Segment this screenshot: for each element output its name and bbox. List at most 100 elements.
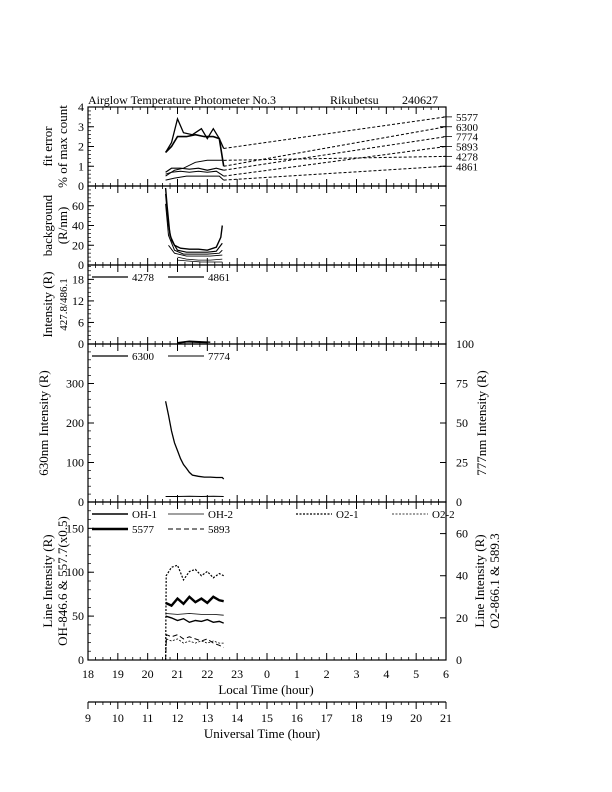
- y-tick-label: 200: [66, 416, 84, 430]
- series-line-5577: [165, 595, 224, 608]
- series-line-1: [164, 187, 223, 251]
- legend-label-4278: 4278: [132, 272, 155, 284]
- y-tick-label: 6: [78, 315, 84, 329]
- local-time-tick-label: 0: [264, 667, 270, 681]
- y-right-tick-label: 25: [456, 456, 468, 470]
- ut-tick-label: 19: [380, 711, 392, 725]
- series-tail-5893: [223, 146, 446, 177]
- y-tick-label: 40: [72, 219, 84, 233]
- series-group: [165, 564, 224, 660]
- y-right-tick-label: 75: [456, 377, 468, 391]
- series-line-5: [177, 256, 223, 261]
- title-date: 240627: [402, 93, 438, 107]
- ut-tick-label: 10: [112, 711, 124, 725]
- y-tick-label: 0: [78, 495, 84, 509]
- local-time-tick-label: 6: [443, 667, 449, 681]
- ut-tick-label: 18: [351, 711, 363, 725]
- legend-label-OH-1: OH-1: [132, 509, 157, 521]
- series-group: [177, 340, 211, 344]
- y-tick-label: 100: [66, 565, 84, 579]
- legend-label-OH-2: OH-2: [208, 509, 233, 521]
- universal-time-axis-label: Universal Time (hour): [204, 726, 320, 741]
- panel-blue: 0 6 12 18 Intensity (R) 427.8/486.1 4278 4861: [40, 264, 447, 351]
- series-tail-7774: [223, 136, 446, 171]
- y-axis-label-sub: (R/nm): [55, 207, 70, 245]
- series-line-5893: [165, 170, 224, 177]
- y-tick-label: 18: [72, 272, 84, 286]
- legend-label-5893: 5893: [208, 524, 231, 536]
- series-tail-5577: [223, 116, 446, 149]
- legend-label-7774: 7774: [208, 351, 231, 363]
- series-line-7774: [165, 167, 224, 173]
- panel-bg: 0 20 40 60 background (R/nm): [40, 185, 447, 272]
- series-label-4861: 4861: [456, 161, 478, 173]
- y-right-tick-label: 50: [456, 416, 468, 430]
- series-tail-4278: [223, 155, 446, 161]
- panel-frame: [87, 185, 447, 266]
- local-time-tick-label: 2: [324, 667, 330, 681]
- series-line-4278: [165, 159, 224, 177]
- y-axis-label-sub: % of max count: [55, 105, 70, 188]
- panel-frame: [87, 106, 447, 187]
- panel-fit: 0 1 2 3 4 fit error% of max count 557763007774…: [40, 100, 479, 193]
- y-tick-label: 0: [78, 258, 84, 272]
- series-line-6300: [165, 133, 225, 167]
- universal-time-axis: Universal Time (hour) 9 10 11 12 13 14 15 16 17 1…: [85, 701, 452, 741]
- ut-tick-label: 15: [261, 711, 273, 725]
- y-axis-label: fit error: [40, 126, 55, 167]
- y-tick-label: 100: [66, 456, 84, 470]
- y-right-tick-label: 40: [456, 569, 468, 583]
- local-time-axis-label: Local Time (hour): [218, 682, 313, 697]
- series-line-4861: [177, 340, 211, 344]
- series-line-4861: [165, 175, 225, 181]
- ut-tick-label: 13: [201, 711, 213, 725]
- legend-label-O2-1: O2-1: [336, 509, 359, 521]
- figure-title: Airglow Temperature Photometer No.3 Riku…: [88, 93, 438, 107]
- series-line-O2-1: [165, 564, 224, 660]
- series-line-3: [165, 203, 223, 255]
- y-tick-label: 60: [72, 199, 84, 213]
- y-tick-label: 2: [78, 140, 84, 154]
- series-line-OH-2: [165, 613, 224, 616]
- local-time-tick-label: 18: [82, 667, 94, 681]
- y-tick-label: 150: [66, 521, 84, 535]
- y-tick-label: 3: [78, 120, 84, 134]
- ut-tick-label: 21: [440, 711, 452, 725]
- series-group: [164, 401, 225, 498]
- y-axis-label: background: [40, 194, 55, 256]
- series-label-5577: 5577: [456, 112, 479, 124]
- local-time-tick-label: 21: [172, 667, 184, 681]
- series-line-4: [168, 245, 223, 257]
- series-label-7774: 7774: [456, 132, 479, 144]
- local-time-tick-label: 3: [354, 667, 360, 681]
- y-right-tick-label: 100: [456, 337, 474, 351]
- y-axis-label: 630nm Intensity (R): [36, 370, 51, 475]
- y-axis-label: Intensity (R): [40, 271, 55, 337]
- legend-label-5577: 5577: [132, 524, 155, 536]
- panel-red: 0 100 200 300 630nm Intensity (R) 0 25 50 75 100 7…: [36, 337, 489, 509]
- ut-tick-label: 12: [172, 711, 184, 725]
- series-label-5893: 5893: [456, 142, 479, 154]
- y-right-axis-label-sub: O2-866.1 & 589.3: [487, 533, 502, 628]
- ut-tick-label: 20: [410, 711, 422, 725]
- series-group: [165, 116, 446, 181]
- series-line-6300: [164, 401, 225, 480]
- ut-tick-label: 11: [142, 711, 154, 725]
- series-line-OH-1: [165, 615, 224, 624]
- legend-label-6300: 6300: [132, 351, 155, 363]
- series-tail-4861: [223, 165, 446, 181]
- local-time-tick-label: 19: [112, 667, 124, 681]
- local-time-tick-label: 22: [201, 667, 213, 681]
- series-line-O2-2: [165, 638, 224, 660]
- series-label-4278: 4278: [456, 151, 479, 163]
- y-tick-label: 0: [78, 179, 84, 193]
- y-right-tick-label: 20: [456, 611, 468, 625]
- local-time-tick-label: 5: [413, 667, 419, 681]
- local-time-tick-label: 20: [142, 667, 154, 681]
- y-right-tick-label: 0: [456, 653, 462, 667]
- y-right-tick-label: 60: [456, 527, 468, 541]
- y-tick-label: 50: [72, 609, 84, 623]
- y-tick-label: 0: [78, 337, 84, 351]
